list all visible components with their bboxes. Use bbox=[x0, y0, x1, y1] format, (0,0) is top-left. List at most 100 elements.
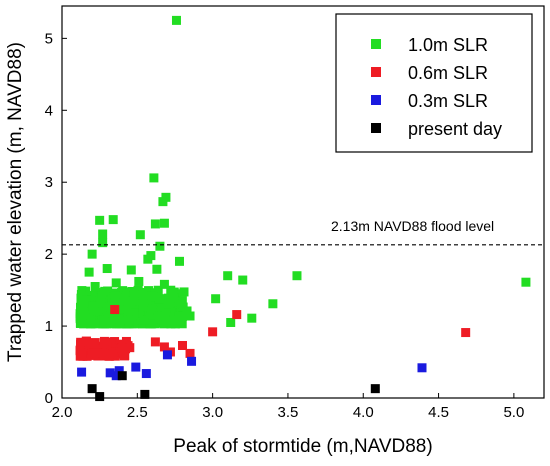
data-point bbox=[178, 340, 187, 350]
data-point bbox=[77, 313, 87, 323]
y-axis-label: Trapped water elevation (m, NAVD88) bbox=[5, 42, 26, 362]
data-point bbox=[150, 337, 160, 347]
x-axis-label: Peak of stormtide (m,NAVD88) bbox=[173, 436, 432, 457]
data-point bbox=[99, 336, 109, 346]
data-point bbox=[135, 230, 145, 240]
data-point bbox=[129, 288, 139, 298]
data-point bbox=[226, 317, 236, 327]
x-tick-label: 3.5 bbox=[278, 404, 299, 421]
data-point bbox=[370, 384, 380, 394]
data-point bbox=[122, 305, 132, 315]
data-point bbox=[238, 275, 248, 285]
data-point bbox=[96, 298, 106, 308]
data-point bbox=[81, 295, 91, 305]
data-point bbox=[90, 282, 100, 292]
data-point bbox=[159, 342, 169, 352]
data-point bbox=[292, 271, 302, 281]
series-present-day bbox=[87, 371, 380, 402]
data-point bbox=[140, 389, 150, 399]
data-point bbox=[129, 308, 139, 318]
data-point bbox=[169, 315, 179, 325]
flood-level-annotation: 2.13m NAVD88 flood level bbox=[331, 218, 494, 234]
legend-box bbox=[335, 13, 533, 153]
data-point bbox=[141, 369, 151, 379]
data-point bbox=[146, 304, 156, 314]
data-point bbox=[125, 343, 135, 353]
legend-label: 0.6m SLR bbox=[408, 63, 488, 83]
data-point bbox=[138, 302, 148, 312]
data-point bbox=[171, 15, 181, 25]
data-point bbox=[102, 264, 112, 274]
y-tick-label: 3 bbox=[45, 174, 53, 191]
y-tick-label: 1 bbox=[45, 318, 53, 335]
data-point bbox=[87, 249, 97, 259]
data-point bbox=[145, 319, 155, 329]
data-point bbox=[105, 368, 115, 378]
legend: 1.0m SLR 0.6m SLR 0.3m SLR present day bbox=[335, 13, 533, 153]
data-point bbox=[107, 349, 117, 359]
data-point bbox=[161, 316, 171, 326]
data-point bbox=[185, 311, 195, 321]
data-point bbox=[149, 173, 159, 183]
data-point bbox=[89, 339, 99, 349]
data-point bbox=[232, 310, 242, 320]
data-point bbox=[268, 299, 278, 309]
plot-frame bbox=[61, 5, 545, 399]
data-point bbox=[178, 311, 188, 321]
x-tick-label: 4.0 bbox=[353, 404, 374, 421]
data-point bbox=[162, 350, 172, 360]
x-tick-label: 3.0 bbox=[202, 404, 223, 421]
data-point bbox=[99, 315, 109, 325]
data-point bbox=[152, 264, 162, 274]
data-point bbox=[83, 339, 93, 349]
data-point bbox=[77, 351, 87, 361]
data-point bbox=[106, 317, 116, 327]
data-point bbox=[147, 291, 157, 301]
data-point bbox=[154, 294, 164, 304]
y-tick-label: 2 bbox=[45, 246, 53, 263]
data-point bbox=[461, 328, 471, 338]
data-points bbox=[75, 15, 531, 402]
data-point bbox=[247, 313, 257, 323]
data-point bbox=[131, 362, 141, 372]
data-point bbox=[211, 294, 221, 304]
data-point bbox=[158, 197, 168, 207]
data-point bbox=[111, 371, 121, 381]
data-point bbox=[98, 238, 108, 248]
data-point bbox=[169, 293, 179, 303]
data-point bbox=[79, 319, 89, 329]
y-tick-label: 4 bbox=[45, 102, 53, 119]
data-point bbox=[223, 271, 233, 281]
data-point bbox=[105, 302, 115, 312]
series-0-3m-slr bbox=[77, 350, 427, 381]
data-point bbox=[113, 314, 123, 324]
data-point bbox=[139, 315, 149, 325]
data-point bbox=[92, 348, 102, 358]
x-tick-label: 5.0 bbox=[503, 404, 524, 421]
data-point bbox=[110, 291, 120, 301]
data-point bbox=[174, 256, 184, 266]
y-tick-label: 5 bbox=[45, 30, 53, 47]
data-point bbox=[129, 317, 139, 327]
data-point bbox=[95, 392, 105, 402]
series-0-6m-slr bbox=[75, 305, 471, 361]
data-point bbox=[111, 278, 121, 288]
data-point bbox=[95, 215, 105, 225]
data-point bbox=[521, 277, 531, 287]
x-tick-label: 4.5 bbox=[428, 404, 449, 421]
legend-marker bbox=[371, 123, 381, 133]
legend-label: 0.3m SLR bbox=[408, 91, 488, 111]
legend-marker bbox=[371, 67, 381, 77]
data-point bbox=[86, 319, 96, 329]
data-point bbox=[138, 290, 148, 300]
data-point bbox=[159, 218, 169, 228]
x-tick-label: 2.0 bbox=[52, 404, 73, 421]
data-point bbox=[88, 301, 98, 311]
data-point bbox=[87, 384, 97, 394]
data-point bbox=[76, 337, 86, 347]
legend-marker bbox=[371, 39, 381, 49]
data-point bbox=[160, 311, 170, 321]
axis-ticks: 2.0 2.5 3.0 3.5 4.0 4.5 5.0 0 1 2 3 4 5 bbox=[45, 30, 525, 421]
data-point bbox=[123, 315, 133, 325]
